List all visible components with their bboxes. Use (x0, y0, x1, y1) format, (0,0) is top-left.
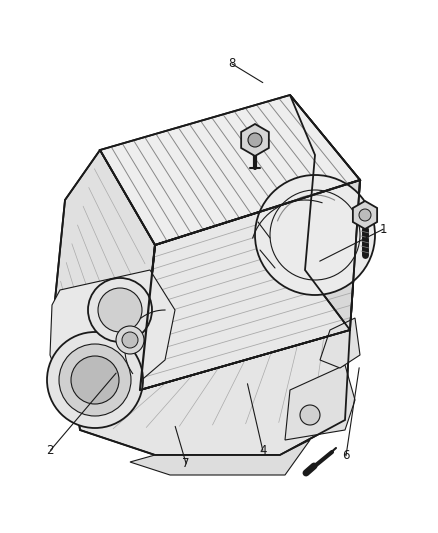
Circle shape (359, 209, 371, 221)
Polygon shape (100, 95, 360, 245)
Text: 7: 7 (182, 457, 190, 470)
Polygon shape (140, 180, 360, 390)
Circle shape (88, 278, 152, 342)
Polygon shape (290, 95, 360, 330)
Circle shape (71, 356, 119, 404)
Text: 1: 1 (379, 223, 387, 236)
Text: 8: 8 (229, 58, 236, 70)
Text: 6: 6 (342, 449, 350, 462)
Polygon shape (50, 270, 175, 395)
Circle shape (98, 288, 142, 332)
Polygon shape (320, 318, 360, 368)
Circle shape (248, 133, 262, 147)
Text: 4: 4 (259, 444, 267, 457)
Polygon shape (75, 330, 350, 455)
Polygon shape (353, 201, 377, 229)
Circle shape (59, 344, 131, 416)
Polygon shape (130, 440, 310, 475)
Circle shape (116, 326, 144, 354)
Circle shape (300, 405, 320, 425)
Circle shape (47, 332, 143, 428)
Polygon shape (241, 124, 269, 156)
Circle shape (122, 332, 138, 348)
Text: 2: 2 (46, 444, 54, 457)
Polygon shape (285, 365, 355, 440)
Polygon shape (55, 150, 155, 395)
Circle shape (255, 175, 375, 295)
